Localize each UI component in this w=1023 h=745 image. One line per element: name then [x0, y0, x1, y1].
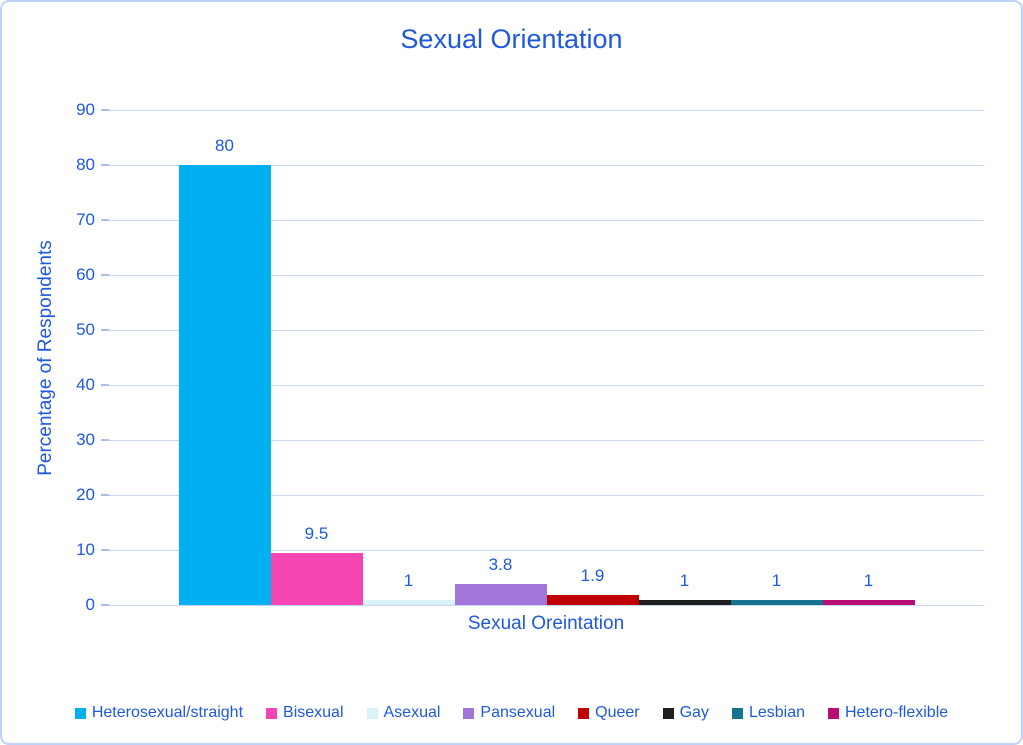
legend-swatch-icon: [731, 707, 743, 719]
plot-area: 0 10 20 30 40 50 60 70 80 90 80 9.5 1 3.8 1.9 1 1 1: [76, 100, 984, 614]
legend-swatch-icon: [578, 707, 590, 719]
bar-data-label: 1: [863, 570, 874, 590]
y-tick-label-60: 60: [76, 265, 95, 284]
bar-gay: [638, 599, 731, 605]
y-tick-mark-90: [101, 109, 109, 111]
gridline-40: [109, 384, 984, 386]
legend-swatch-icon: [74, 707, 86, 719]
y-tick-mark-0: [101, 604, 109, 606]
legend-item-asexual: Asexual: [366, 704, 441, 722]
gridline-70: [109, 219, 984, 221]
bar-data-label: 3.8: [488, 555, 513, 575]
bar-lesbian: [730, 599, 823, 605]
y-tick-mark-50: [101, 329, 109, 331]
bar-data-label: 1: [679, 570, 690, 590]
legend-label: Lesbian: [748, 704, 805, 721]
legend-swatch-icon: [366, 707, 378, 719]
bar-data-label: 1: [403, 570, 414, 590]
bar-data-label: 80: [215, 136, 234, 155]
chart-title: Sexual Orientation: [400, 24, 623, 54]
bar-heterosexual-straight: [178, 165, 271, 605]
legend-swatch-icon: [828, 707, 839, 719]
legend-item-hetero-flexible: Hetero-flexible: [828, 704, 948, 722]
legend: Heterosexual/straight Bisexual Asexual Pans…: [2, 704, 1021, 722]
y-tick-label-10: 10: [76, 540, 95, 559]
bar-hetero-flexible: [822, 599, 915, 605]
x-axis-title: Sexual Oreintation: [467, 613, 625, 634]
bar-asexual: [362, 599, 455, 605]
gridline-90: [109, 109, 984, 111]
legend-item-gay: Gay: [662, 704, 709, 722]
gridline-60: [109, 274, 984, 276]
legend-item-queer: Queer: [578, 704, 640, 722]
gridline-30: [109, 439, 984, 441]
y-tick-label-30: 30: [76, 430, 95, 449]
legend-item-lesbian: Lesbian: [731, 704, 805, 722]
gridline-20: [109, 494, 984, 496]
legend-label: Heterosexual/straight: [91, 704, 244, 721]
bar-queer: [546, 594, 639, 605]
bar-pansexual: [454, 584, 547, 605]
y-tick-label-50: 50: [76, 320, 95, 339]
bar-data-label: 1.9: [580, 565, 605, 585]
legend-label: Asexual: [383, 704, 441, 721]
y-tick-mark-60: [101, 274, 109, 276]
legend-item-bisexual: Bisexual: [266, 704, 344, 722]
y-tick-label-80: 80: [76, 155, 95, 174]
y-tick-mark-40: [101, 384, 109, 386]
legend-label: Queer: [595, 704, 640, 721]
y-tick-mark-10: [101, 549, 109, 551]
y-tick-mark-20: [101, 494, 109, 496]
y-tick-label-20: 20: [76, 485, 95, 504]
y-tick-label-40: 40: [76, 375, 95, 394]
gridline-50: [109, 329, 984, 331]
legend-label: Pansexual: [480, 704, 556, 721]
gridline-10: [109, 549, 984, 551]
y-tick-mark-30: [101, 439, 109, 441]
legend-label: Gay: [679, 704, 709, 721]
bar-data-label: 1: [771, 570, 782, 590]
y-tick-label-0: 0: [85, 595, 95, 614]
legend-label: Hetero-flexible: [845, 704, 949, 721]
bar-bisexual: [270, 552, 363, 605]
y-tick-label-90: 90: [76, 100, 95, 119]
y-tick-mark-80: [101, 164, 109, 166]
y-axis-title: Percentage of Respondents: [35, 240, 56, 476]
y-tick-mark-70: [101, 219, 109, 221]
legend-swatch-icon: [463, 707, 475, 719]
gridline-0: [109, 604, 984, 606]
legend-label: Bisexual: [283, 704, 344, 721]
legend-swatch-icon: [266, 707, 278, 719]
legend-item-heterosexual-straight: Heterosexual/straight: [74, 704, 244, 722]
bar-data-label: 9.5: [304, 523, 329, 543]
legend-swatch-icon: [662, 707, 674, 719]
y-tick-label-70: 70: [76, 210, 95, 229]
gridline-80: [109, 164, 984, 166]
legend-item-pansexual: Pansexual: [463, 704, 555, 722]
